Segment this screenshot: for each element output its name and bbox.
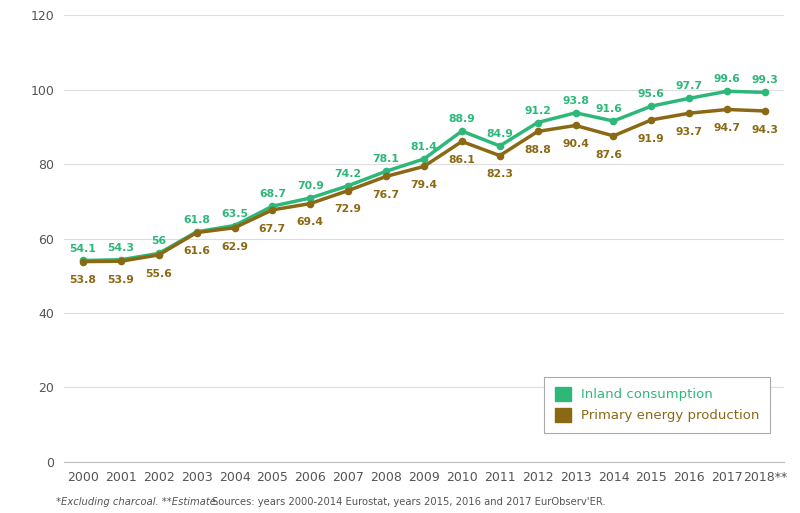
Text: 86.1: 86.1: [449, 155, 475, 165]
Text: 94.3: 94.3: [751, 125, 778, 135]
Text: 91.6: 91.6: [596, 104, 622, 114]
Text: 74.2: 74.2: [334, 169, 362, 179]
Text: 81.4: 81.4: [410, 142, 438, 152]
Text: 76.7: 76.7: [373, 190, 400, 200]
Text: 67.7: 67.7: [259, 224, 286, 234]
Text: 69.4: 69.4: [297, 218, 324, 227]
Text: 94.7: 94.7: [714, 123, 741, 133]
Text: *Excluding charcoal. **Estimate.: *Excluding charcoal. **Estimate.: [56, 497, 222, 507]
Text: Sources: years 2000-2014 Eurostat, years 2015, 2016 and 2017 EurObserv'ER.: Sources: years 2000-2014 Eurostat, years…: [212, 497, 606, 507]
Text: 91.9: 91.9: [638, 134, 665, 144]
Text: 88.9: 88.9: [449, 114, 475, 124]
Legend: Inland consumption, Primary energy production: Inland consumption, Primary energy produ…: [544, 377, 770, 433]
Text: 97.7: 97.7: [676, 82, 702, 91]
Text: 53.8: 53.8: [70, 275, 96, 286]
Text: 70.9: 70.9: [297, 181, 324, 191]
Text: 54.3: 54.3: [107, 243, 134, 253]
Text: 62.9: 62.9: [221, 242, 248, 252]
Text: 79.4: 79.4: [410, 180, 438, 190]
Text: 53.9: 53.9: [107, 275, 134, 285]
Text: 91.2: 91.2: [524, 106, 551, 115]
Text: 68.7: 68.7: [259, 189, 286, 199]
Text: 54.1: 54.1: [70, 244, 96, 253]
Text: 90.4: 90.4: [562, 140, 589, 149]
Text: 56: 56: [151, 236, 166, 246]
Text: 72.9: 72.9: [334, 205, 362, 214]
Text: 63.5: 63.5: [221, 209, 248, 219]
Text: 99.6: 99.6: [714, 74, 741, 84]
Text: 61.6: 61.6: [183, 246, 210, 256]
Text: 93.8: 93.8: [562, 96, 589, 106]
Text: 87.6: 87.6: [596, 150, 623, 160]
Text: 99.3: 99.3: [752, 75, 778, 86]
Text: 84.9: 84.9: [486, 129, 514, 139]
Text: 82.3: 82.3: [486, 169, 514, 180]
Text: 61.8: 61.8: [183, 215, 210, 225]
Text: 55.6: 55.6: [146, 269, 172, 279]
Text: 88.8: 88.8: [524, 145, 551, 155]
Text: 78.1: 78.1: [373, 154, 399, 164]
Text: 95.6: 95.6: [638, 89, 665, 99]
Text: 93.7: 93.7: [676, 127, 702, 137]
